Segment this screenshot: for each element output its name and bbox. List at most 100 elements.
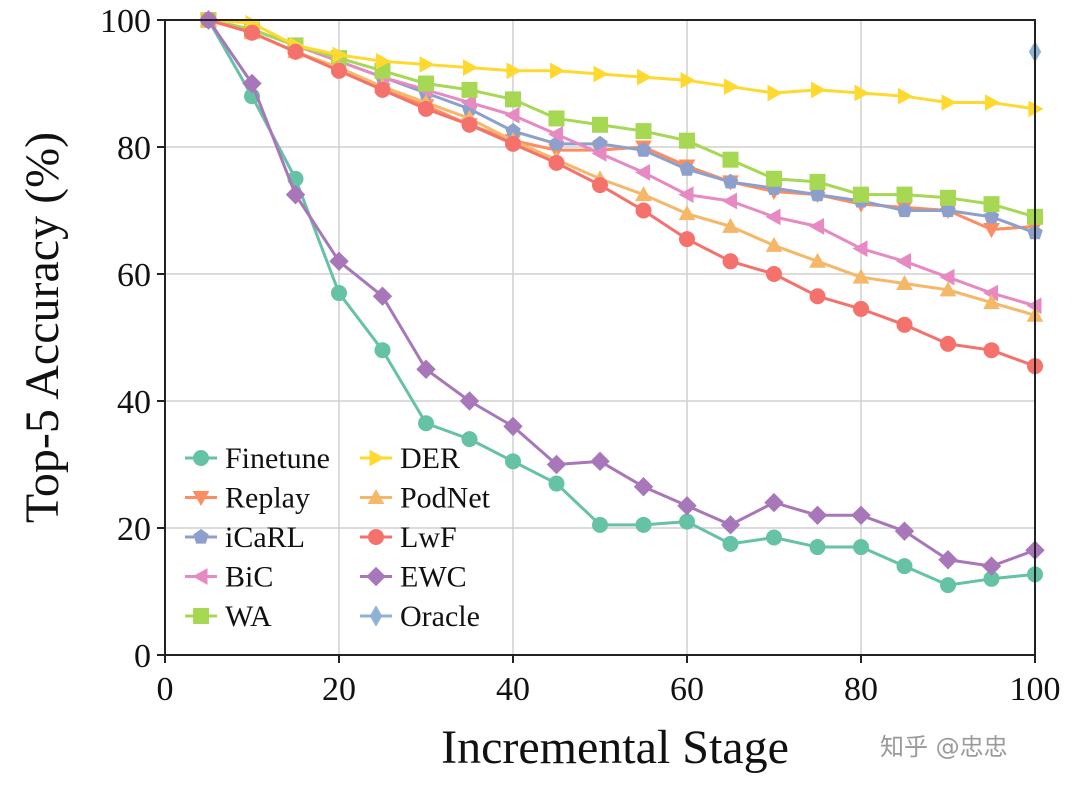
legend-item-wa: WA bbox=[185, 600, 272, 633]
data-point-finetune bbox=[679, 513, 695, 530]
data-point-wa bbox=[896, 186, 913, 203]
x-axis-label: Incremental Stage bbox=[441, 721, 789, 774]
data-point-icarl bbox=[896, 202, 913, 218]
y-tick-label: 0 bbox=[134, 638, 151, 675]
data-point-der bbox=[724, 78, 740, 96]
data-point-podnet bbox=[939, 281, 957, 297]
data-point-der bbox=[811, 81, 827, 99]
legend: Finetune Replay iCaRL BiC WA DER PodNet LwF EWC O… bbox=[185, 442, 491, 633]
series-line-ewc bbox=[207, 19, 1036, 568]
legend-label: BiC bbox=[225, 561, 273, 594]
data-point-bic bbox=[504, 106, 520, 124]
series-line-der bbox=[208, 18, 1036, 111]
data-point-finetune bbox=[809, 539, 826, 556]
data-point-ewc bbox=[459, 391, 480, 411]
data-point-podnet bbox=[896, 274, 913, 291]
data-point-finetune bbox=[722, 535, 739, 552]
data-point-wa bbox=[461, 81, 478, 98]
x-tick-label: 60 bbox=[670, 671, 704, 708]
data-point-finetune bbox=[896, 558, 913, 575]
data-point-der bbox=[854, 84, 870, 102]
data-point-wa bbox=[853, 186, 869, 203]
x-tick-label: 100 bbox=[1010, 671, 1061, 708]
data-point-finetune bbox=[940, 577, 956, 594]
data-point-der bbox=[506, 62, 522, 80]
data-point-ewc bbox=[764, 492, 784, 513]
data-point-icarl bbox=[722, 173, 739, 189]
data-point-wa bbox=[940, 189, 956, 206]
y-tick-label: 40 bbox=[117, 384, 151, 421]
data-point-ewc bbox=[633, 477, 654, 497]
legend-label: Replay bbox=[225, 482, 310, 515]
data-point-lwf bbox=[722, 253, 739, 270]
data-point-bic bbox=[808, 218, 824, 235]
data-point-ewc bbox=[938, 550, 958, 570]
y-tick-label: 60 bbox=[117, 257, 151, 294]
series-line-podnet bbox=[208, 18, 1036, 317]
data-point-bic bbox=[634, 164, 650, 181]
data-point-ewc bbox=[416, 359, 436, 379]
legend-label: LwF bbox=[400, 521, 457, 554]
x-tick-label: 40 bbox=[496, 671, 530, 708]
data-point-finetune bbox=[853, 539, 869, 556]
data-point-lwf bbox=[374, 81, 391, 98]
legend-label: Finetune bbox=[225, 442, 330, 475]
legend-label: EWC bbox=[400, 561, 467, 594]
data-point-finetune bbox=[592, 516, 608, 533]
series-lwf bbox=[200, 12, 1043, 375]
axis-ticks: 0 20 40 60 80 100 0 20 40 60 80 100 bbox=[100, 3, 1061, 708]
data-point-ewc bbox=[590, 451, 610, 472]
data-point-finetune bbox=[418, 415, 434, 432]
data-point-ewc bbox=[807, 505, 828, 526]
legend-marker bbox=[192, 568, 208, 585]
x-tick-label: 80 bbox=[844, 671, 878, 708]
data-point-wa bbox=[418, 75, 434, 92]
legend-item-ewc: EWC bbox=[360, 561, 467, 594]
data-point-lwf bbox=[853, 300, 869, 317]
data-point-ewc bbox=[894, 521, 915, 541]
data-point-wa bbox=[679, 132, 695, 149]
legend-item-lwf: LwF bbox=[360, 521, 457, 554]
data-point-lwf bbox=[940, 335, 956, 352]
data-point-lwf bbox=[809, 288, 826, 305]
data-point-finetune bbox=[635, 516, 652, 533]
data-point-wa bbox=[722, 151, 739, 168]
series-ewc bbox=[198, 10, 1045, 576]
data-point-ewc bbox=[851, 505, 871, 526]
data-point-podnet bbox=[635, 186, 652, 202]
legend-marker bbox=[193, 528, 209, 544]
legend-marker bbox=[369, 449, 385, 467]
data-point-lwf bbox=[635, 202, 652, 219]
legend-item-finetune: Finetune bbox=[185, 442, 330, 475]
data-point-finetune bbox=[548, 475, 565, 492]
legend-marker bbox=[193, 608, 209, 624]
data-point-bic bbox=[591, 145, 607, 162]
legend-item-bic: BiC bbox=[185, 561, 273, 594]
data-point-wa bbox=[592, 116, 608, 133]
watermark: 知乎 @忠忠 bbox=[880, 733, 1008, 761]
data-point-der bbox=[593, 65, 609, 83]
legend-label: WA bbox=[225, 600, 272, 633]
legend-item-replay: Replay bbox=[185, 482, 310, 515]
data-point-finetune bbox=[505, 453, 521, 470]
data-point-bic bbox=[547, 125, 563, 143]
data-point-bic bbox=[460, 94, 476, 111]
data-point-wa bbox=[809, 173, 826, 190]
legend-label: Oracle bbox=[400, 600, 480, 633]
data-point-lwf bbox=[983, 342, 1000, 359]
legend-label: iCaRL bbox=[225, 521, 305, 554]
legend-item-oracle: Oracle bbox=[360, 600, 480, 633]
data-point-wa bbox=[635, 123, 652, 140]
data-point-der bbox=[550, 62, 566, 80]
legend-label: PodNet bbox=[400, 482, 491, 515]
data-point-podnet bbox=[722, 217, 739, 233]
legend-item-der: DER bbox=[360, 442, 460, 475]
legend-marker bbox=[367, 488, 385, 504]
data-point-der bbox=[680, 71, 696, 89]
legend-marker bbox=[192, 491, 210, 507]
data-point-lwf bbox=[461, 116, 478, 133]
x-tick-label: 0 bbox=[157, 671, 174, 708]
data-point-ewc bbox=[503, 416, 523, 437]
data-point-der bbox=[941, 94, 957, 111]
data-point-wa bbox=[766, 170, 782, 187]
